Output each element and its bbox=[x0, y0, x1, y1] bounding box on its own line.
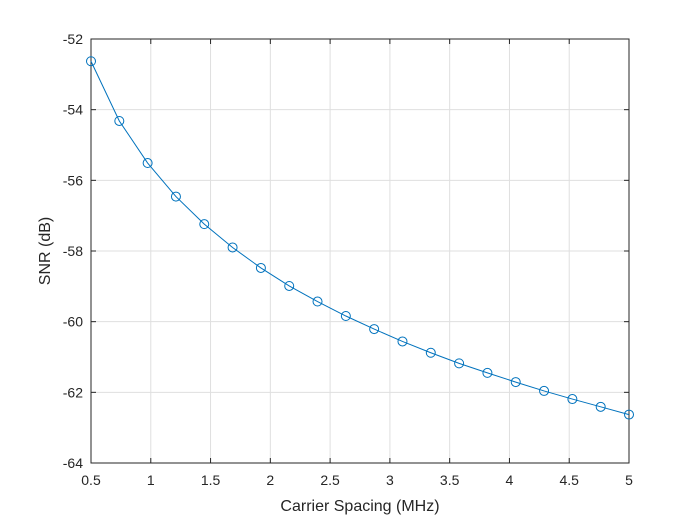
snr-data-point bbox=[199, 219, 210, 230]
x-tick-label: 1 bbox=[147, 472, 155, 488]
snr-data-point bbox=[510, 377, 521, 388]
snr-data-point bbox=[142, 158, 153, 169]
axis-ticks bbox=[90, 38, 630, 464]
x-tick-label: 3.5 bbox=[440, 472, 460, 488]
snr-data-point bbox=[425, 347, 436, 358]
snr-data-point bbox=[595, 401, 606, 412]
y-tick-label: -52 bbox=[63, 31, 83, 47]
x-tick-label: 3 bbox=[386, 472, 394, 488]
y-tick-label: -60 bbox=[63, 314, 83, 330]
x-tick-label: 2 bbox=[266, 472, 274, 488]
y-tick-label: -56 bbox=[63, 172, 83, 188]
snr-data-point bbox=[284, 280, 295, 291]
y-tick-label: -54 bbox=[63, 102, 83, 118]
snr-data-point bbox=[170, 191, 181, 202]
x-tick-label: 4 bbox=[506, 472, 514, 488]
snr-data-point bbox=[369, 324, 380, 335]
x-tick-labels: 0.5 1 1.5 2 2.5 3 3.5 4 4.5 5 bbox=[81, 472, 633, 488]
snr-data-point bbox=[567, 394, 578, 405]
y-tick-label: -62 bbox=[63, 384, 83, 400]
x-tick-label: 4.5 bbox=[559, 472, 579, 488]
snr-data-point bbox=[539, 385, 550, 396]
x-tick-label: 0.5 bbox=[81, 472, 101, 488]
snr-data-point bbox=[114, 115, 125, 126]
y-tick-label: -58 bbox=[63, 243, 83, 259]
x-tick-label: 5 bbox=[625, 472, 633, 488]
x-tick-label: 1.5 bbox=[201, 472, 221, 488]
snr-data-point bbox=[624, 409, 634, 420]
y-tick-label: -64 bbox=[63, 455, 83, 471]
y-tick-labels: -64 -62 -60 -58 -56 -54 -52 bbox=[63, 31, 83, 471]
series-layer bbox=[86, 56, 634, 420]
snr-data-point bbox=[482, 367, 493, 378]
snr-data-point bbox=[454, 358, 465, 369]
snr-data-point bbox=[397, 336, 408, 347]
snr-data-point bbox=[312, 296, 323, 307]
x-axis-label: Carrier Spacing (MHz) bbox=[280, 498, 439, 515]
snr-data-point bbox=[255, 262, 266, 273]
x-tick-label: 2.5 bbox=[320, 472, 340, 488]
snr-data-point bbox=[340, 311, 351, 322]
y-axis-label: SNR (dB) bbox=[37, 217, 54, 285]
snr-data-point bbox=[86, 56, 96, 67]
snr-data-point bbox=[227, 242, 238, 253]
